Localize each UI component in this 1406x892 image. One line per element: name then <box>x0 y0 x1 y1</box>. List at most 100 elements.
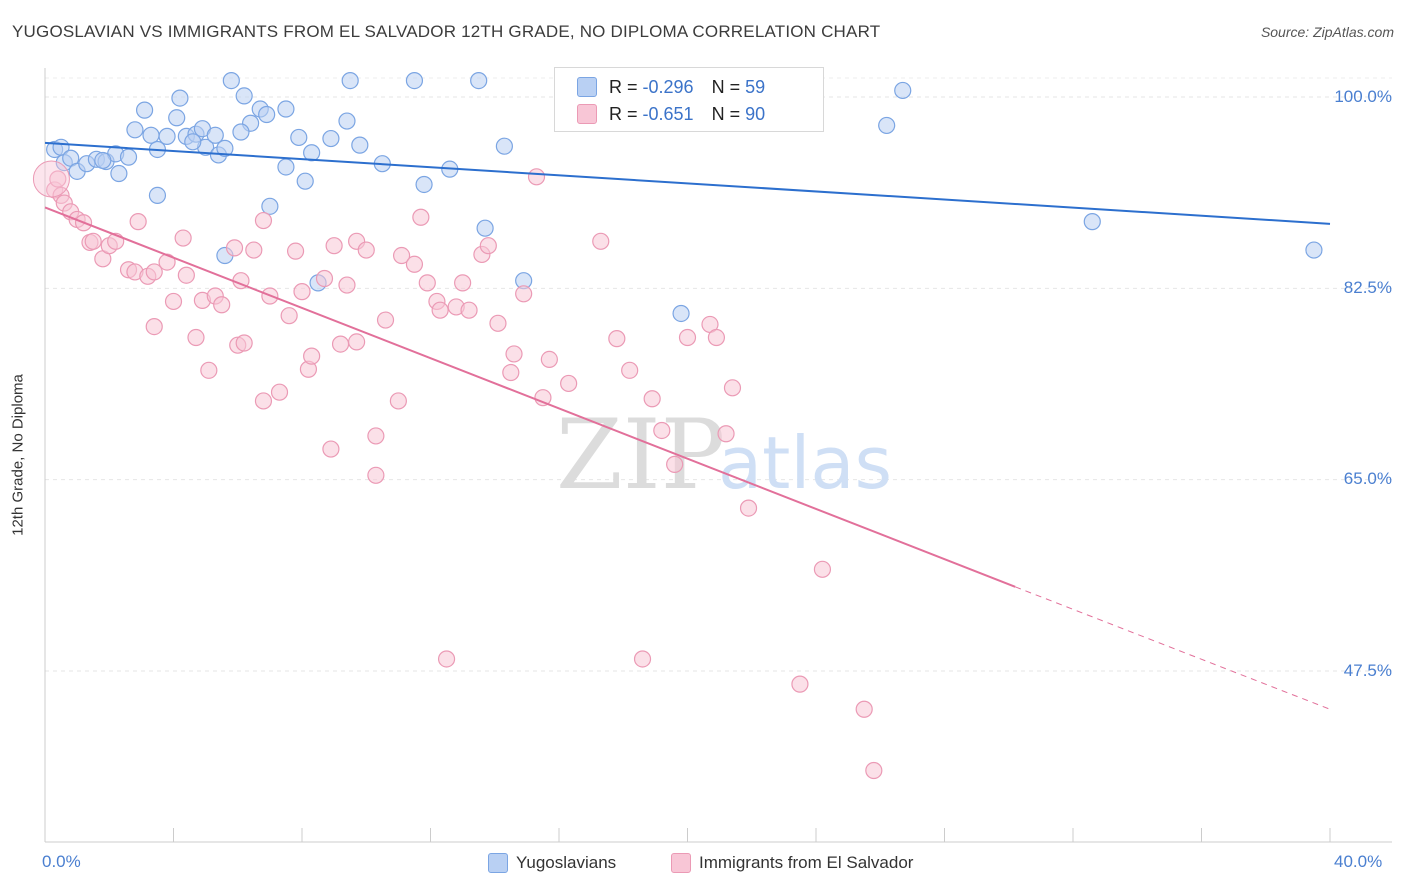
yugoslavian-point <box>216 139 234 157</box>
yugoslavian-point <box>351 136 369 154</box>
el-salvador-point <box>129 213 147 231</box>
n-value: 90 <box>745 103 766 124</box>
el-salvador-point <box>855 700 873 718</box>
yugoslavian-point <box>126 121 144 139</box>
el-salvador-point <box>376 311 395 329</box>
x-tick-label: 0.0% <box>42 852 81 871</box>
yugoslavian-point <box>277 158 295 176</box>
yugoslavian-point <box>303 144 321 162</box>
r-value: -0.651 <box>642 103 694 124</box>
series-yugoslavians <box>46 71 1323 323</box>
yugoslavian-point <box>894 81 912 100</box>
yugoslavian-point <box>476 219 494 237</box>
yugoslavian-point <box>470 71 488 90</box>
el-salvador-point <box>145 263 163 281</box>
y-axis-title: 12th Grade, No Diploma <box>9 374 27 536</box>
el-salvador-point <box>325 237 343 255</box>
yugoslavian-point <box>290 128 308 147</box>
yugoslavian-point <box>277 100 295 118</box>
el-salvador-point <box>392 246 411 265</box>
el-salvador-point <box>678 328 697 347</box>
el-salvador-point <box>367 466 385 484</box>
el-salvador-point <box>643 390 661 408</box>
el-salvador-point <box>245 241 263 259</box>
watermark-zip: ZIP <box>556 399 725 511</box>
el-salvador-point <box>322 440 340 458</box>
el-salvador-point <box>303 347 321 365</box>
legend-label: Yugoslavians <box>516 853 617 872</box>
yugoslavian-point <box>168 109 186 127</box>
el-salvador-point <box>348 333 366 351</box>
source-label: Source: ZipAtlas.com <box>1260 24 1394 40</box>
el-salvador-point <box>653 421 671 440</box>
el-salvador-point <box>454 274 472 292</box>
legend-item-yugoslavians[interactable]: Yugoslavians <box>488 853 616 873</box>
chart-title: YUGOSLAVIAN VS IMMIGRANTS FROM EL SALVAD… <box>12 22 881 41</box>
el-salvador-point <box>338 276 356 294</box>
el-salvador-point <box>437 650 456 668</box>
el-salvador-point <box>633 650 652 668</box>
yugoslavian-point <box>405 71 424 90</box>
el-salvador-point <box>460 301 478 319</box>
el-salvador-point <box>534 389 552 407</box>
el-salvador-point <box>84 232 102 250</box>
el-salvador-point <box>560 374 578 393</box>
el-salvador-point <box>865 761 883 780</box>
n-label: N = <box>711 103 741 124</box>
el-salvador-point <box>315 269 334 288</box>
yugoslavian-point <box>296 172 314 190</box>
r-value: -0.296 <box>642 76 694 97</box>
el-salvador-point <box>357 241 375 259</box>
legend-row-yugoslavians: R = -0.296 N = 59 <box>577 75 765 99</box>
blue-swatch-icon <box>488 853 508 873</box>
yugoslavian-point <box>415 175 433 194</box>
el-salvador-point <box>418 274 436 292</box>
y-tick-label: 47.5% <box>1343 661 1392 680</box>
yugoslavian-point <box>261 197 279 215</box>
yugoslavian-point <box>338 112 356 130</box>
el-salvador-point <box>489 314 507 332</box>
el-salvador-point <box>164 292 183 311</box>
legend-item-el-salvador[interactable]: Immigrants from El Salvador <box>671 853 913 873</box>
y-tick-label: 82.5% <box>1343 278 1392 297</box>
el-salvador-point <box>174 229 192 247</box>
el-salvador-point <box>254 211 273 230</box>
el-salvador-point <box>813 560 832 578</box>
el-salvador-point <box>145 318 163 336</box>
y-tick-label: 65.0% <box>1343 469 1392 488</box>
el-salvador-point <box>412 208 430 226</box>
el-salvador-point <box>254 392 273 410</box>
r-label: R = <box>609 76 638 97</box>
el-salvador-point <box>621 361 639 379</box>
yugoslavian-point <box>184 133 202 151</box>
pink-swatch-icon <box>671 853 691 873</box>
el-salvador-point <box>270 383 289 401</box>
el-salvador-point <box>527 168 546 186</box>
yugoslavian-point <box>119 148 138 166</box>
el-salvador-point <box>505 345 523 363</box>
yugoslavian-trend-line <box>44 141 1331 225</box>
el-salvador-point <box>286 242 305 260</box>
yugoslavian-point <box>1305 241 1323 259</box>
el-salvador-point <box>187 328 205 347</box>
el-salvador-point <box>367 427 385 445</box>
el-salvador-point <box>280 307 298 325</box>
yugoslavian-point <box>258 105 276 124</box>
el-salvador-point <box>235 334 253 352</box>
el-salvador-point <box>200 361 218 379</box>
yugoslavian-point <box>135 101 154 119</box>
el-salvador-point <box>389 392 407 410</box>
x-tick-label: 40.0% <box>1334 852 1383 871</box>
yugoslavian-point <box>94 151 112 170</box>
yugoslavian-point <box>158 127 176 145</box>
n-value: 59 <box>745 76 766 97</box>
yugoslavian-point <box>206 126 224 144</box>
legend-label: Immigrants from El Salvador <box>699 853 914 872</box>
blue-swatch-icon <box>577 77 597 97</box>
yugoslavian-point <box>235 87 253 105</box>
el-salvador-point <box>293 283 311 301</box>
y-tick-label: 100.0% <box>1334 87 1392 106</box>
el-salvador-point <box>431 301 449 319</box>
el-salvador-trend-line <box>44 206 1016 588</box>
